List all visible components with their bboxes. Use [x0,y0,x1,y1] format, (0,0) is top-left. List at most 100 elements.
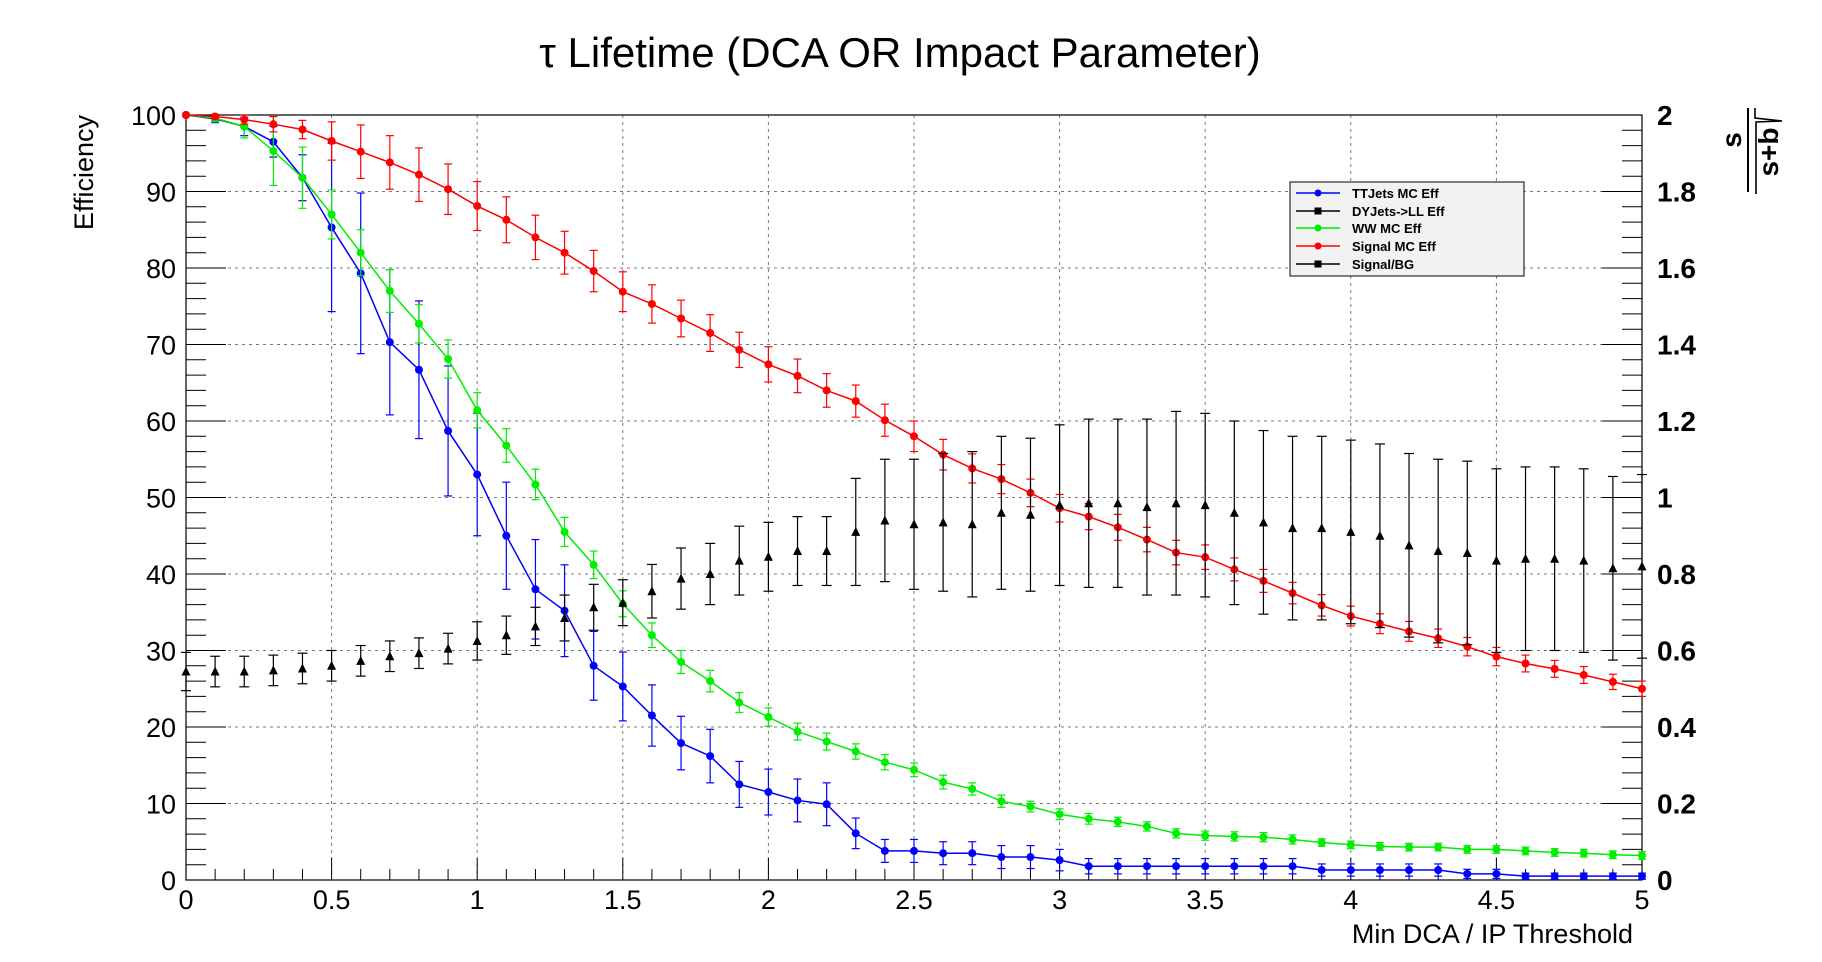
data-point [1084,862,1093,871]
data-point [1113,862,1122,871]
data-point [1026,802,1035,811]
data-point [1405,843,1414,852]
legend-entry-signal: Signal MC Eff [1296,239,1436,254]
data-point [968,849,977,858]
chart-title: τ Lifetime (DCA OR Impact Parameter) [539,29,1260,76]
data-point [1434,866,1443,875]
x-tick-label: 0 [178,885,193,915]
sqrt-sign [1754,108,1783,194]
legend-label: TTJets MC Eff [1352,186,1439,201]
data-point [1608,563,1618,573]
data-point [1550,664,1559,673]
data-point [473,470,482,479]
data-point [414,170,423,179]
legend-entry-ttjets: TTJets MC Eff [1296,186,1439,201]
data-point [910,432,918,441]
data-point [182,111,190,119]
x-tick-label: 3 [1052,885,1067,915]
data-point [851,397,860,406]
data-point [443,643,453,653]
data-point [530,621,540,631]
data-point [414,365,423,374]
x-tick-labels: 0 0.5 1 1.5 2 2.5 3 3.5 4 4.5 5 [178,885,1649,915]
y-axis-label: Efficiency [69,115,99,231]
data-point [996,507,1006,517]
y-tick-label: 60 [146,407,176,437]
data-point [1404,540,1414,550]
data-point [1550,872,1559,881]
data-point [472,635,482,645]
data-point [1113,498,1123,508]
data-point [1172,862,1181,871]
data-point [1113,817,1122,826]
data-point [531,585,540,594]
x-tick-label: 2 [761,885,776,915]
x-tick-label: 4 [1343,885,1358,915]
data-point [880,416,889,425]
data-point [385,651,395,661]
data-point [1491,555,1501,565]
data-point [1637,561,1647,571]
legend-marker [1314,207,1322,215]
data-point [501,630,511,640]
data-point [1463,869,1472,878]
data-point [385,338,394,347]
data-point [239,666,249,676]
series-ww [182,111,1646,860]
data-point [1055,810,1064,819]
data-point [706,329,715,338]
data-point [1405,866,1414,875]
y-tick-label: 0 [161,866,176,896]
legend: TTJets MC Eff DYJets->LL Eff WW MC Eff S… [1289,181,1525,277]
data-point [269,146,278,155]
data-point [1579,555,1589,565]
data-point [677,314,686,323]
y-right-tick-label: 0.2 [1657,789,1696,820]
data-point [473,202,482,211]
data-point [356,147,365,156]
data-point [910,765,918,774]
data-point [327,660,337,670]
data-point [1463,845,1472,854]
x-axis-label: Min DCA / IP Threshold [1352,919,1633,949]
x-tick-label: 0.5 [313,885,351,915]
data-point [851,526,861,536]
data-point [385,158,394,167]
y-tick-label: 50 [146,484,176,514]
series-layer [181,111,1647,881]
data-point [531,233,540,242]
y-right-tick-label: 0 [1657,865,1673,896]
data-point [1579,872,1588,881]
data-point [1142,502,1152,512]
data-point [1346,840,1355,849]
data-point [1521,659,1530,668]
data-point [764,788,773,797]
data-point [939,778,948,787]
data-point [473,406,482,415]
data-point [1434,843,1443,852]
y-tick-label: 10 [146,790,176,820]
data-point [210,666,220,676]
data-point [1317,523,1327,533]
data-point [793,371,802,380]
data-point [793,546,803,556]
series-signal [182,111,1646,698]
data-point [444,185,453,194]
data-point [1375,842,1384,851]
data-point [356,248,365,257]
data-point [1521,872,1530,881]
data-point [764,713,773,722]
data-point [763,551,773,561]
data-point [1492,845,1501,854]
data-point [1521,553,1531,563]
y-tick-label: 30 [146,637,176,667]
data-point [1638,851,1646,860]
data-point [1258,517,1268,527]
data-point [502,531,511,540]
y-tick-labels: 0 10 20 30 40 50 60 70 80 90 100 [131,101,176,896]
right-axis-label-numerator: s [1716,132,1747,148]
data-point [298,125,307,134]
data-point [851,829,860,838]
